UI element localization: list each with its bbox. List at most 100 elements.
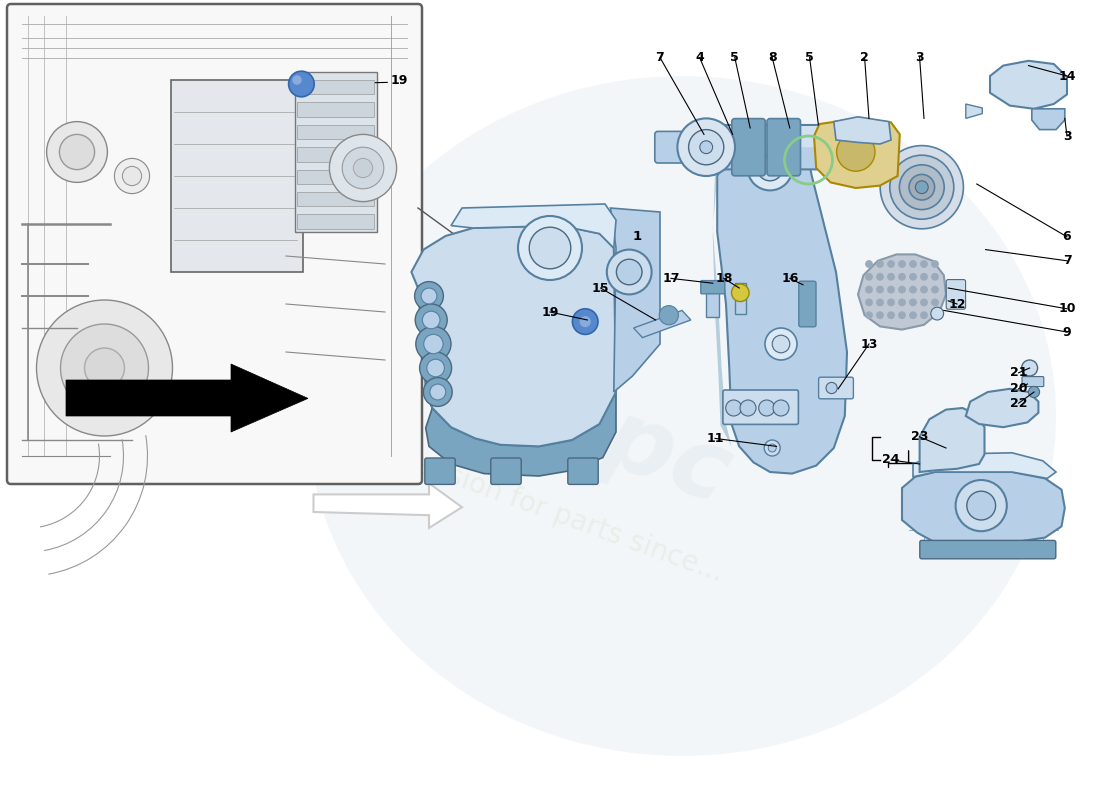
Circle shape [59, 134, 95, 170]
Circle shape [726, 400, 741, 416]
Bar [297, 102, 374, 117]
Circle shape [700, 141, 713, 154]
Circle shape [866, 312, 872, 318]
Text: 2: 2 [860, 51, 869, 64]
Circle shape [826, 382, 837, 394]
Circle shape [899, 299, 905, 306]
Circle shape [415, 282, 443, 310]
Text: 17: 17 [662, 272, 680, 285]
Circle shape [915, 181, 928, 194]
Circle shape [421, 288, 437, 304]
Circle shape [740, 400, 756, 416]
Text: 7: 7 [1063, 254, 1071, 267]
Circle shape [899, 286, 905, 293]
Circle shape [899, 261, 905, 267]
Circle shape [60, 324, 148, 412]
Polygon shape [858, 254, 946, 330]
FancyBboxPatch shape [920, 541, 1056, 559]
Polygon shape [966, 389, 1038, 427]
Bar [297, 170, 374, 184]
Text: 5: 5 [805, 51, 814, 64]
Circle shape [114, 158, 150, 194]
Circle shape [748, 146, 792, 190]
Circle shape [910, 274, 916, 280]
Circle shape [572, 309, 598, 334]
Polygon shape [314, 483, 462, 528]
Circle shape [580, 316, 591, 327]
Circle shape [888, 261, 894, 267]
Circle shape [419, 352, 452, 384]
Polygon shape [610, 208, 660, 392]
Text: 1: 1 [632, 230, 641, 242]
Circle shape [888, 274, 894, 280]
Bar [295, 72, 377, 232]
FancyBboxPatch shape [818, 378, 854, 399]
Circle shape [422, 311, 440, 329]
Bar [297, 214, 374, 229]
Circle shape [757, 155, 783, 181]
FancyBboxPatch shape [654, 131, 716, 163]
Circle shape [900, 165, 944, 210]
Text: 14: 14 [1058, 70, 1076, 82]
FancyBboxPatch shape [568, 458, 598, 484]
FancyBboxPatch shape [491, 458, 521, 484]
Circle shape [329, 134, 397, 202]
Text: 16: 16 [781, 272, 799, 285]
Circle shape [772, 335, 790, 353]
Circle shape [689, 130, 724, 165]
Circle shape [1022, 360, 1037, 376]
FancyBboxPatch shape [732, 118, 766, 176]
Circle shape [424, 378, 452, 406]
Circle shape [909, 174, 935, 200]
Circle shape [427, 359, 444, 377]
Circle shape [529, 227, 571, 269]
Text: 7: 7 [656, 51, 664, 64]
Polygon shape [713, 152, 739, 446]
FancyBboxPatch shape [767, 118, 801, 176]
Text: europc: europc [356, 308, 744, 524]
Text: 23: 23 [911, 430, 928, 443]
Polygon shape [990, 61, 1067, 109]
Text: 4: 4 [695, 51, 704, 64]
Text: 18: 18 [715, 272, 733, 285]
Circle shape [616, 259, 642, 285]
Circle shape [607, 250, 651, 294]
Circle shape [880, 146, 964, 229]
Polygon shape [966, 104, 982, 118]
Polygon shape [834, 117, 891, 144]
Bar [297, 192, 374, 206]
FancyBboxPatch shape [712, 125, 839, 170]
Polygon shape [913, 453, 1056, 478]
Text: 21: 21 [1010, 366, 1027, 379]
Circle shape [759, 400, 774, 416]
FancyBboxPatch shape [701, 281, 725, 294]
Circle shape [764, 440, 780, 456]
Circle shape [122, 166, 142, 186]
Circle shape [910, 286, 916, 293]
Polygon shape [1032, 109, 1065, 130]
Circle shape [659, 306, 679, 325]
Polygon shape [426, 392, 616, 476]
Bar [297, 80, 374, 94]
Circle shape [877, 261, 883, 267]
Polygon shape [814, 118, 900, 188]
Circle shape [768, 444, 777, 452]
Text: 15: 15 [592, 282, 609, 294]
Circle shape [353, 158, 373, 178]
Circle shape [888, 286, 894, 293]
Circle shape [36, 300, 173, 436]
FancyBboxPatch shape [7, 4, 422, 484]
Circle shape [773, 400, 789, 416]
Circle shape [866, 286, 872, 293]
Circle shape [910, 312, 916, 318]
Circle shape [932, 274, 938, 280]
Text: 6: 6 [1063, 230, 1071, 243]
Circle shape [921, 286, 927, 293]
Polygon shape [634, 310, 691, 338]
Text: 20: 20 [1010, 382, 1027, 395]
Bar [297, 147, 374, 162]
Circle shape [518, 216, 582, 280]
Circle shape [899, 274, 905, 280]
Circle shape [932, 261, 938, 267]
Circle shape [910, 299, 916, 306]
